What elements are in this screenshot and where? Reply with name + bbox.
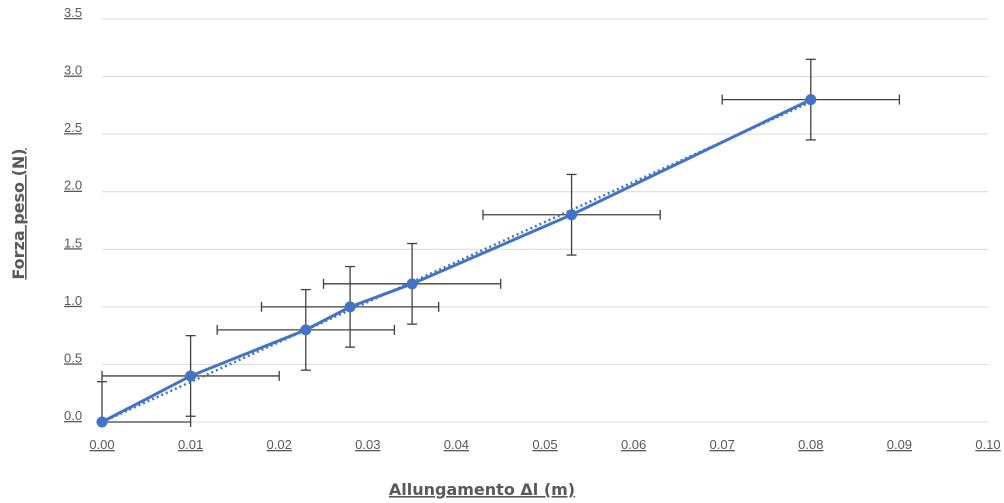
y-tick-label-0: 0.0 (64, 408, 82, 423)
data-series (96, 94, 817, 428)
y-tick-label-7: 3.5 (64, 5, 82, 20)
x-tick-label-6: 0.06 (621, 437, 646, 452)
y-tick-label-4: 2.0 (64, 178, 82, 193)
x-tick-label-10: 0.10 (975, 437, 1000, 452)
x-tick-label-8: 0.08 (798, 437, 823, 452)
x-tick-label-7: 0.07 (710, 437, 735, 452)
data-point-6 (805, 94, 817, 106)
x-tick-label-5: 0.05 (532, 437, 557, 452)
y-tick-label-3: 1.5 (64, 235, 82, 250)
data-point-5 (566, 209, 578, 221)
y-axis-title: Forza peso (N) (9, 148, 28, 279)
y-tick-label-6: 3.0 (64, 63, 82, 78)
x-tick-label-2: 0.02 (267, 437, 292, 452)
tick-labels: 0.0 0.5 1.0 1.5 2.0 2.5 3.0 3.5 0.00 0.01 0.02 0.03… (64, 5, 1001, 452)
y-tick-label-1: 0.5 (64, 350, 82, 365)
data-point-1 (185, 370, 197, 382)
data-point-2 (300, 324, 312, 336)
x-tick-label-0: 0.00 (89, 437, 114, 452)
x-tick-label-4: 0.04 (444, 437, 469, 452)
data-point-0 (96, 416, 108, 428)
x-tick-label-3: 0.03 (355, 437, 380, 452)
data-point-3 (344, 301, 356, 313)
grid-layer (102, 18, 988, 423)
data-point-4 (406, 278, 418, 290)
x-tick-label-1: 0.01 (178, 437, 203, 452)
y-tick-label-2: 1.0 (64, 293, 82, 308)
y-tick-label-5: 2.5 (64, 120, 82, 135)
x-axis-title: Allungamento Δl (m) (389, 480, 575, 499)
x-tick-label-9: 0.09 (887, 437, 912, 452)
